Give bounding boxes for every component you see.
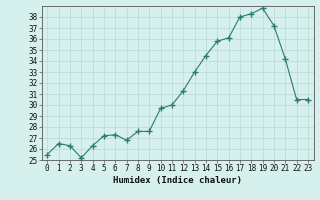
X-axis label: Humidex (Indice chaleur): Humidex (Indice chaleur) [113, 176, 242, 185]
